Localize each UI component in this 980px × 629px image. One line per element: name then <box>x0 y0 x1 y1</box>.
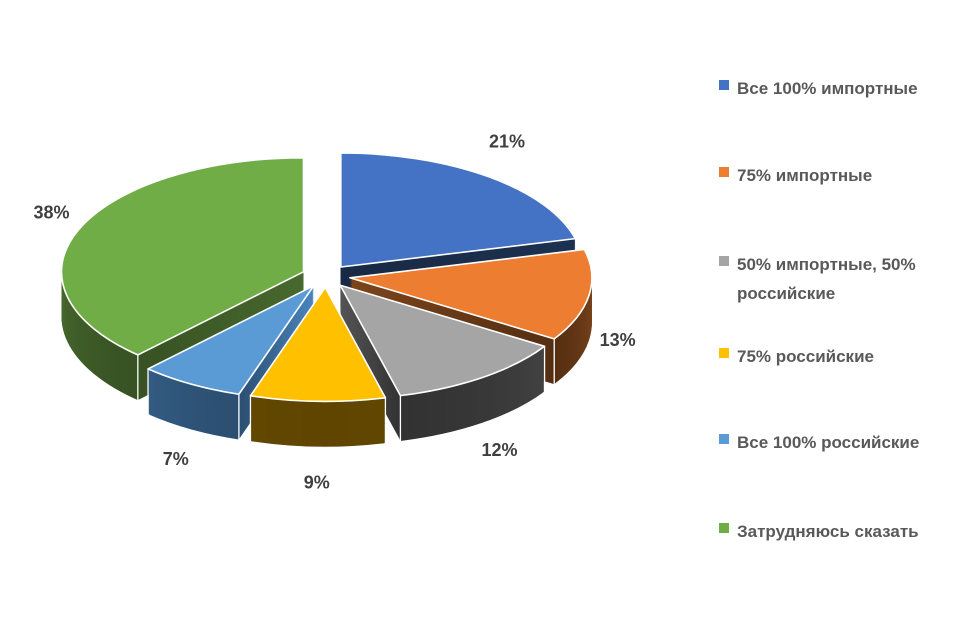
legend-item-0: Все 100% импортные <box>719 74 944 103</box>
legend-swatch-2 <box>719 256 729 266</box>
pie-data-label-1: 13% <box>600 330 636 350</box>
pie-slice-5 <box>60 157 305 402</box>
legend-item-4: Все 100% российские <box>719 428 944 457</box>
legend-item-3: 75% российские <box>719 342 944 371</box>
pie-slice-2 <box>339 284 546 443</box>
pie-data-label-2: 12% <box>482 440 518 460</box>
pie-slice-4 <box>147 285 315 441</box>
pie-data-label-0: 21% <box>489 131 525 151</box>
legend-item-5: Затрудняюсь сказать <box>719 517 944 546</box>
legend-swatch-4 <box>719 434 729 444</box>
legend-item-1: 75% импортные <box>719 161 944 190</box>
legend-swatch-3 <box>719 348 729 358</box>
legend-label-1: 75% импортные <box>737 166 873 185</box>
legend-swatch-1 <box>719 167 729 177</box>
pie-data-label-5: 38% <box>33 203 69 223</box>
legend-label-3: 75% российские <box>737 347 874 366</box>
legend-label-2: 50% импортные, 50% российские <box>737 255 916 303</box>
pie-data-label-4: 7% <box>163 449 189 469</box>
legend-label-5: Затрудняюсь сказать <box>737 522 919 541</box>
legend-item-2: 50% импортные, 50% российские <box>719 250 944 308</box>
legend-label-0: Все 100% импортные <box>737 79 918 98</box>
legend-swatch-5 <box>719 523 729 533</box>
legend-swatch-0 <box>719 80 729 90</box>
pie-slice-3 <box>249 286 387 449</box>
legend-label-4: Все 100% российские <box>737 433 920 452</box>
pie-data-label-3: 9% <box>304 472 330 492</box>
